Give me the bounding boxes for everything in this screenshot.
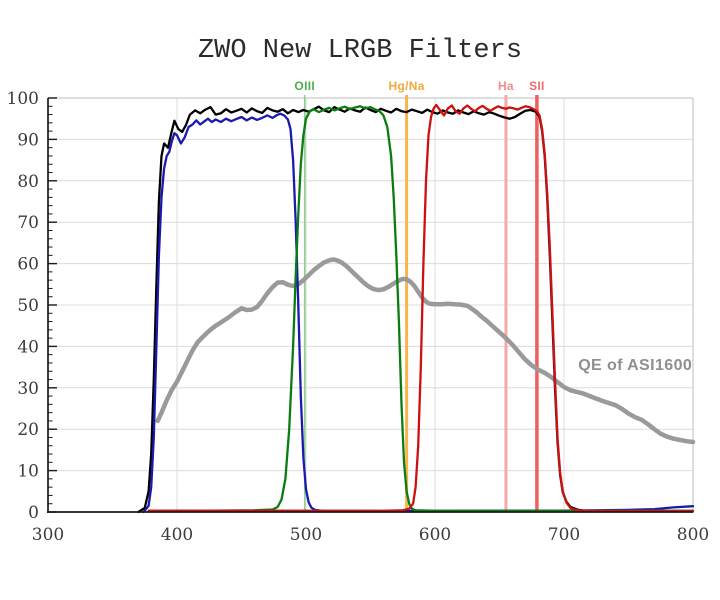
y-tick-label: 40: [17, 337, 39, 357]
y-tick-label: 50: [17, 296, 39, 316]
y-tick-label: 80: [17, 172, 39, 192]
ref-line-label-Ha: Ha: [497, 79, 514, 93]
y-tick-label: 10: [17, 462, 39, 482]
ref-line-label-SII: SII: [529, 79, 545, 93]
ref-line-label-OIII: OIII: [294, 79, 315, 93]
chart-title: ZWO New LRGB Filters: [197, 36, 523, 66]
x-tick-label: 600: [419, 525, 451, 545]
y-tick-label: 70: [17, 213, 39, 233]
y-tick-label: 20: [17, 420, 39, 440]
series-G: [147, 105, 695, 512]
ref-line-label-Hg/Na: Hg/Na: [388, 79, 425, 93]
series-R: [147, 103, 695, 513]
x-tick-label: 400: [161, 525, 193, 545]
x-tick-label: 500: [290, 525, 322, 545]
y-tick-label: 90: [17, 130, 39, 150]
series-B: [142, 112, 695, 514]
y-tick-label: 60: [17, 255, 39, 275]
series-QE-ASI1600: [155, 257, 696, 445]
y-tick-label: 100: [7, 89, 39, 109]
x-tick-label: 300: [32, 525, 64, 545]
x-tick-label: 700: [548, 525, 580, 545]
series-L: [137, 105, 695, 514]
x-tick-label: 800: [677, 525, 709, 545]
y-tick-label: 30: [17, 379, 39, 399]
y-tick-label: 0: [28, 503, 39, 523]
qe-annotation: QE of ASI1600: [578, 357, 693, 375]
